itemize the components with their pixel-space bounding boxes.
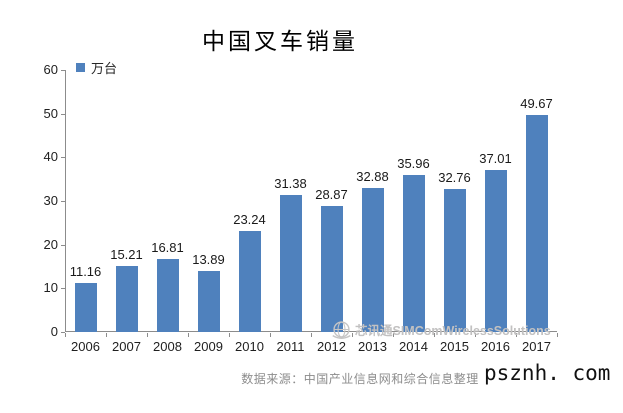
brand-watermark-text: 芯讯通SIMComWirelessSolutions	[355, 324, 551, 338]
legend-swatch-icon	[76, 63, 85, 72]
x-axis-tick	[311, 333, 312, 337]
bar-value-label: 31.38	[274, 175, 307, 191]
bar-value-label: 49.67	[520, 96, 553, 112]
x-axis-label: 2009	[194, 339, 223, 354]
plot-area	[65, 70, 557, 332]
legend: 万台	[76, 58, 117, 77]
x-axis-tick	[557, 333, 558, 337]
bar-value-label: 32.88	[356, 169, 389, 185]
y-axis-tick	[61, 113, 65, 115]
x-axis-label: 2008	[153, 339, 182, 354]
bar-value-label: 13.89	[192, 252, 225, 268]
x-axis-tick	[188, 333, 189, 337]
bar-2008	[156, 258, 179, 332]
x-axis-label: 2010	[235, 339, 264, 354]
chart-title: 中国叉车销量	[202, 28, 358, 54]
x-axis-tick	[147, 333, 148, 337]
x-axis-label: 2015	[440, 339, 469, 354]
bar-2012	[320, 205, 343, 332]
y-axis-tick	[61, 244, 65, 246]
y-axis-label: 20	[43, 236, 58, 252]
y-axis-label: 0	[50, 324, 58, 339]
y-axis-tick	[61, 157, 65, 159]
y-axis-label: 60	[43, 62, 58, 77]
x-axis-label: 2017	[522, 339, 551, 354]
x-axis-tick	[270, 333, 271, 337]
x-axis-label: 2011	[276, 339, 305, 354]
x-axis-label: 2014	[399, 339, 428, 354]
bar-value-label: 23.24	[233, 211, 266, 227]
y-axis-label: 50	[43, 105, 58, 121]
x-axis-tick	[393, 333, 394, 337]
bar-value-label: 28.87	[315, 186, 348, 202]
bar-value-label: 16.81	[151, 239, 184, 255]
legend-label: 万台	[91, 61, 118, 76]
x-axis-label: 2013	[358, 339, 387, 354]
bar-2006	[74, 283, 97, 332]
y-axis-tick	[61, 70, 65, 71]
y-axis-label: 10	[43, 280, 58, 296]
bar-2016	[484, 170, 507, 332]
x-axis-tick	[434, 333, 435, 337]
x-axis-label: 2012	[317, 339, 346, 354]
x-axis-tick	[229, 333, 230, 337]
brand-watermark: 芯讯通SIMComWirelessSolutions	[331, 319, 551, 340]
brand-logo-icon	[332, 321, 351, 339]
y-axis-label: 30	[43, 193, 58, 208]
x-axis-label: 2006	[71, 339, 100, 354]
bar-2007	[115, 265, 138, 332]
bar-value-label: 32.76	[438, 169, 471, 185]
bar-2010	[238, 230, 261, 332]
bar-value-label: 15.21	[110, 246, 143, 262]
x-axis-label: 2007	[112, 339, 141, 354]
bar-2014	[402, 174, 425, 332]
bar-2011	[279, 194, 302, 332]
site-watermark: psznh. com	[484, 361, 611, 385]
bar-2009	[197, 271, 220, 332]
x-axis-tick	[516, 333, 517, 337]
bar-value-label: 11.16	[69, 264, 102, 280]
y-axis-label: 40	[43, 149, 58, 165]
bar-2017	[525, 115, 548, 332]
bar-2013	[361, 188, 384, 332]
x-axis-tick	[106, 333, 107, 337]
x-axis-label: 2016	[481, 339, 510, 354]
source-note: 数据来源：中国产业信息网和综合信息整理	[241, 372, 479, 386]
x-axis-tick	[475, 333, 476, 337]
bar-value-label: 37.01	[479, 151, 512, 167]
bar-2015	[443, 188, 466, 332]
x-axis-tick	[352, 333, 353, 337]
y-axis-tick	[61, 288, 65, 290]
y-axis-tick	[61, 201, 65, 202]
bar-value-label: 35.96	[397, 155, 430, 171]
y-axis-tick	[61, 332, 65, 333]
x-axis-tick	[65, 333, 66, 337]
